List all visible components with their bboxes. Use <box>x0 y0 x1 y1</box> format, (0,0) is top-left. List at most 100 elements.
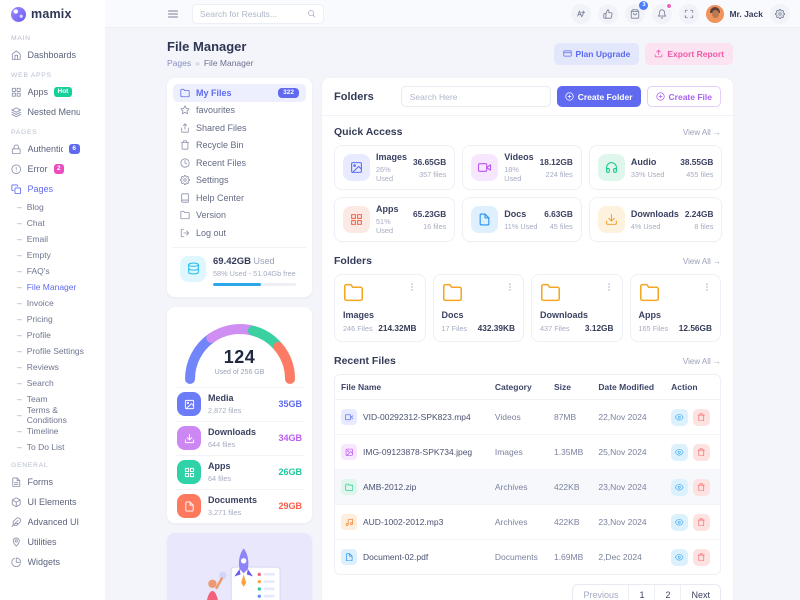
folder-card-images[interactable]: Images 246 Files 214.32MB <box>334 274 426 342</box>
kebab-menu-icon[interactable] <box>604 282 614 292</box>
files-nav-log-out[interactable]: Log out <box>173 224 306 242</box>
quick-access-view-all[interactable]: View All → <box>682 127 721 137</box>
quick-access-card-audio[interactable]: Audio 33% Used 38.55GB 455 files <box>588 145 723 190</box>
quick-access-card-images[interactable]: Images 26% Used 36.65GB 357 files <box>334 145 456 190</box>
view-file-button[interactable] <box>671 443 689 461</box>
file-date-modified: 23,Nov 2024 <box>592 504 666 540</box>
quick-access-card-docs[interactable]: Docs 11% Used 6.63GB 45 files <box>462 197 582 242</box>
gear-icon <box>180 175 190 185</box>
create-file-button[interactable]: Create File <box>646 86 721 107</box>
files-nav-my-files[interactable]: My Files 322 <box>173 84 306 102</box>
notifications-bell-icon[interactable] <box>652 2 673 24</box>
fullscreen-icon[interactable] <box>679 3 700 24</box>
delete-file-button[interactable] <box>693 408 711 426</box>
sidebar-item-ui-elements[interactable]: UI Elements <box>0 492 105 512</box>
recent-files-view-all[interactable]: View All → <box>682 356 721 366</box>
view-file-button[interactable] <box>671 478 689 496</box>
files-nav-help-center[interactable]: Help Center <box>173 189 306 207</box>
files-nav-favourites[interactable]: favourites <box>173 102 306 120</box>
chevron-down-icon <box>90 204 97 211</box>
files-nav-shared-files[interactable]: Shared Files <box>173 119 306 137</box>
sidebar-item-utilities[interactable]: Utilities <box>0 532 105 552</box>
category-downloads[interactable]: Downloads 644 files 34GB <box>175 420 304 455</box>
sidebar-subitem-file-manager[interactable]: – File Manager <box>17 282 77 292</box>
sidebar-subitem-invoice[interactable]: – Invoice <box>0 295 105 311</box>
sidebar-item-dashboards[interactable]: Dashboards <box>0 45 105 65</box>
delete-file-button[interactable] <box>693 548 711 566</box>
pagination-previous[interactable]: Previous <box>583 590 619 600</box>
sidebar-item-error[interactable]: Error 2 <box>0 159 105 179</box>
recent-file-row[interactable]: AMB-2012.zip Archives 422KB 23,Nov 2024 <box>335 469 720 505</box>
sidebar-subitem-profile[interactable]: – Profile <box>17 330 51 340</box>
sidebar-subitem-timeline[interactable]: – Timeline <box>17 426 59 436</box>
global-search-input[interactable] <box>200 8 302 19</box>
pagination-1[interactable]: 1 <box>628 585 654 600</box>
delete-file-button[interactable] <box>693 478 711 496</box>
quick-access-card-apps[interactable]: Apps 51% Used 65.23GB 16 files <box>334 197 456 242</box>
sidebar-item-widgets[interactable]: Widgets <box>0 552 105 572</box>
delete-file-button[interactable] <box>693 513 711 531</box>
folder-icon <box>442 282 463 303</box>
recent-file-row[interactable]: VID-00292312-SPK823.mp4 Videos 87MB 22,N… <box>335 399 720 435</box>
quick-access-card-videos[interactable]: Videos 18% Used 18.12GB 224 files <box>462 145 582 190</box>
sidebar-subitem-empty[interactable]: – Empty <box>17 250 51 260</box>
settings-gear-icon[interactable] <box>770 3 790 24</box>
sidebar-subitem-faq-s[interactable]: – FAQ's <box>17 266 50 276</box>
create-folder-button[interactable]: Create Folder <box>556 86 641 107</box>
sidebar-item-advanced-ui[interactable]: Advanced UI <box>0 512 105 532</box>
language-icon[interactable] <box>571 3 592 24</box>
sidebar-item-authentication[interactable]: Authentication 6 <box>0 139 105 159</box>
recent-file-row[interactable]: IMG-09123878-SPK734.jpeg Images 1.35MB 2… <box>335 434 720 470</box>
like-icon[interactable] <box>598 3 619 24</box>
logo[interactable]: mamix <box>0 0 105 28</box>
global-search-box[interactable] <box>192 3 324 24</box>
folders-search-input[interactable] <box>400 86 551 107</box>
kebab-menu-icon[interactable] <box>407 282 417 292</box>
view-file-button[interactable] <box>671 548 689 566</box>
sidebar-subitem-blog[interactable]: – Blog <box>0 199 105 215</box>
files-nav-settings[interactable]: Settings <box>173 172 306 190</box>
kebab-menu-icon[interactable] <box>505 282 515 292</box>
recent-file-row[interactable]: AUD-1002-2012.mp3 Archives 422KB 23,Nov … <box>335 504 720 540</box>
quick-access-card-downloads[interactable]: Downloads 4% Used 2.24GB 8 files <box>588 197 723 242</box>
pagination-2[interactable]: 2 <box>654 585 680 600</box>
user-menu[interactable]: Mr. Jack <box>706 4 763 23</box>
breadcrumb-current: File Manager <box>203 58 254 68</box>
category-documents[interactable]: Documents 3,271 files 29GB <box>175 488 304 523</box>
folder-icon <box>180 88 190 98</box>
export-report-button[interactable]: Export Report <box>645 42 733 65</box>
sidebar-subitem-terms-conditions[interactable]: – Terms & Conditions <box>17 405 67 425</box>
kebab-menu-icon[interactable] <box>702 282 712 292</box>
badge: 6 <box>68 144 80 154</box>
sidebar-item-pages[interactable]: Pages <box>0 179 105 199</box>
sidebar-item-apps[interactable]: Apps Hot <box>0 82 105 102</box>
pagination-next[interactable]: Next <box>680 585 720 600</box>
sidebar-item-nested-menu[interactable]: Nested Menu <box>0 102 105 122</box>
files-nav-version[interactable]: Version <box>173 207 306 225</box>
recent-file-row[interactable]: Document-02.pdf Documents 1.69MB 2,Dec 2… <box>335 540 720 575</box>
view-file-button[interactable] <box>671 408 689 426</box>
delete-file-button[interactable] <box>693 443 711 461</box>
sidebar-subitem-profile-settings[interactable]: – Profile Settings <box>17 346 84 356</box>
sidebar-subitem-pricing[interactable]: – Pricing <box>17 314 53 324</box>
category-apps[interactable]: Apps 64 files 26GB <box>175 454 304 489</box>
sidebar-item-forms[interactable]: Forms <box>0 472 105 492</box>
files-nav-recycle-bin[interactable]: Recycle Bin <box>173 137 306 155</box>
menu-icon[interactable] <box>167 8 179 20</box>
breadcrumb-root[interactable]: Pages <box>167 58 192 68</box>
sidebar-subitem-reviews[interactable]: – Reviews <box>17 362 59 372</box>
sidebar-subitem-chat[interactable]: – Chat <box>17 218 45 228</box>
sidebar-subitem-to-do-list[interactable]: – To Do List <box>17 442 65 452</box>
cart-icon[interactable]: 3 <box>625 0 649 24</box>
plan-upgrade-button[interactable]: Plan Upgrade <box>553 42 640 65</box>
files-nav-recent-files[interactable]: Recent Files <box>173 154 306 172</box>
folder-card-docs[interactable]: Docs 17 Files 432.39KB <box>432 274 524 342</box>
folders-view-all[interactable]: View All → <box>682 256 721 266</box>
view-file-button[interactable] <box>671 513 689 531</box>
sidebar-subitem-email[interactable]: – Email <box>0 231 105 247</box>
sidebar-subitem-search[interactable]: – Search <box>17 378 54 388</box>
folder-card-apps[interactable]: Apps 165 Files 12.56GB <box>629 274 721 342</box>
category-media[interactable]: Media 2,872 files 35GB <box>175 386 304 421</box>
sidebar-subitem-team[interactable]: – Team <box>17 394 48 404</box>
folder-card-downloads[interactable]: Downloads 437 Files 3.12GB <box>531 274 623 342</box>
